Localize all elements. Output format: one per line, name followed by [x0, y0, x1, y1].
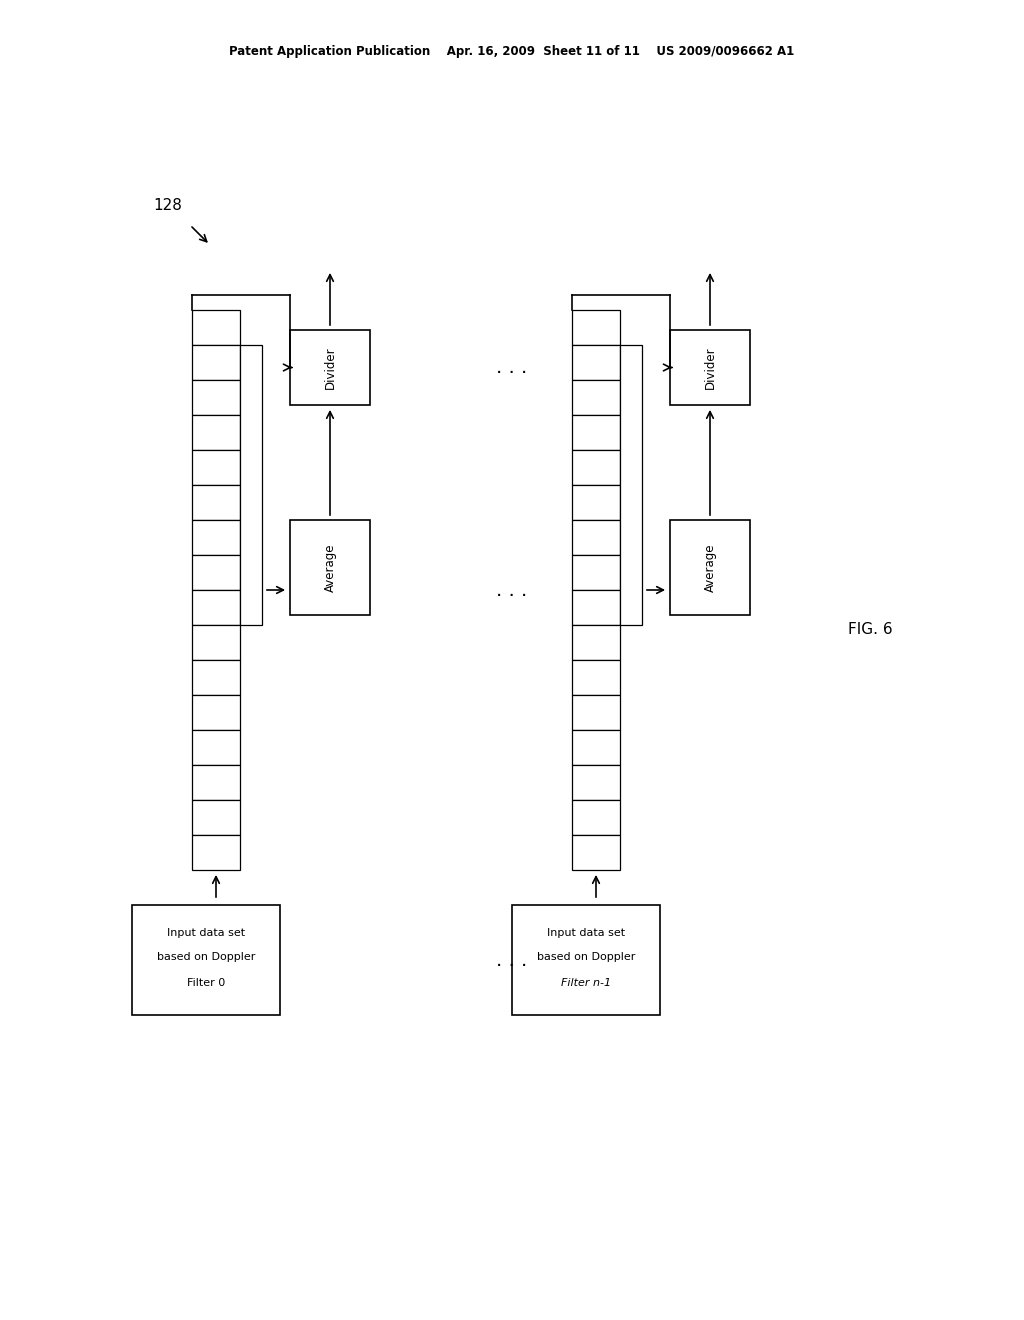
Text: Patent Application Publication    Apr. 16, 2009  Sheet 11 of 11    US 2009/00966: Patent Application Publication Apr. 16, …	[229, 45, 795, 58]
Bar	[193, 696, 240, 730]
Text: Divider: Divider	[703, 346, 717, 389]
Bar	[572, 484, 620, 520]
Text: . . .: . . .	[497, 581, 527, 599]
Bar	[572, 624, 620, 660]
Bar	[572, 836, 620, 870]
Text: Average: Average	[324, 544, 337, 591]
Bar	[193, 624, 240, 660]
Text: Filter n-1: Filter n-1	[561, 978, 611, 987]
Bar	[240, 345, 262, 624]
Bar	[670, 330, 750, 405]
Bar	[572, 310, 620, 345]
Text: Input data set: Input data set	[547, 928, 625, 939]
Bar	[572, 345, 620, 380]
Text: based on Doppler: based on Doppler	[157, 952, 255, 962]
Bar	[572, 554, 620, 590]
Bar	[193, 590, 240, 624]
Text: FIG. 6: FIG. 6	[848, 623, 892, 638]
Text: . . .: . . .	[497, 358, 527, 378]
Text: 128: 128	[154, 198, 182, 213]
Bar	[193, 660, 240, 696]
Bar	[193, 414, 240, 450]
Bar	[193, 345, 240, 380]
Bar	[572, 414, 620, 450]
Bar	[572, 520, 620, 554]
Bar	[193, 380, 240, 414]
Text: based on Doppler: based on Doppler	[537, 952, 635, 962]
Bar	[572, 766, 620, 800]
Bar	[512, 906, 660, 1015]
Bar	[193, 310, 240, 345]
Bar	[572, 590, 620, 624]
Bar	[193, 520, 240, 554]
Bar	[572, 380, 620, 414]
Bar	[193, 836, 240, 870]
Bar	[572, 450, 620, 484]
Text: . . .: . . .	[497, 950, 527, 969]
Bar	[193, 766, 240, 800]
Text: Divider: Divider	[324, 346, 337, 389]
Bar	[670, 520, 750, 615]
Bar	[193, 730, 240, 766]
Text: Average: Average	[703, 544, 717, 591]
Bar	[620, 345, 642, 624]
Text: Filter 0: Filter 0	[186, 978, 225, 987]
Text: Input data set: Input data set	[167, 928, 245, 939]
Bar	[132, 906, 280, 1015]
Bar	[572, 800, 620, 836]
Bar	[290, 330, 370, 405]
Bar	[193, 554, 240, 590]
Bar	[290, 520, 370, 615]
Bar	[572, 660, 620, 696]
Bar	[572, 696, 620, 730]
Bar	[193, 800, 240, 836]
Bar	[193, 484, 240, 520]
Bar	[193, 450, 240, 484]
Bar	[572, 730, 620, 766]
